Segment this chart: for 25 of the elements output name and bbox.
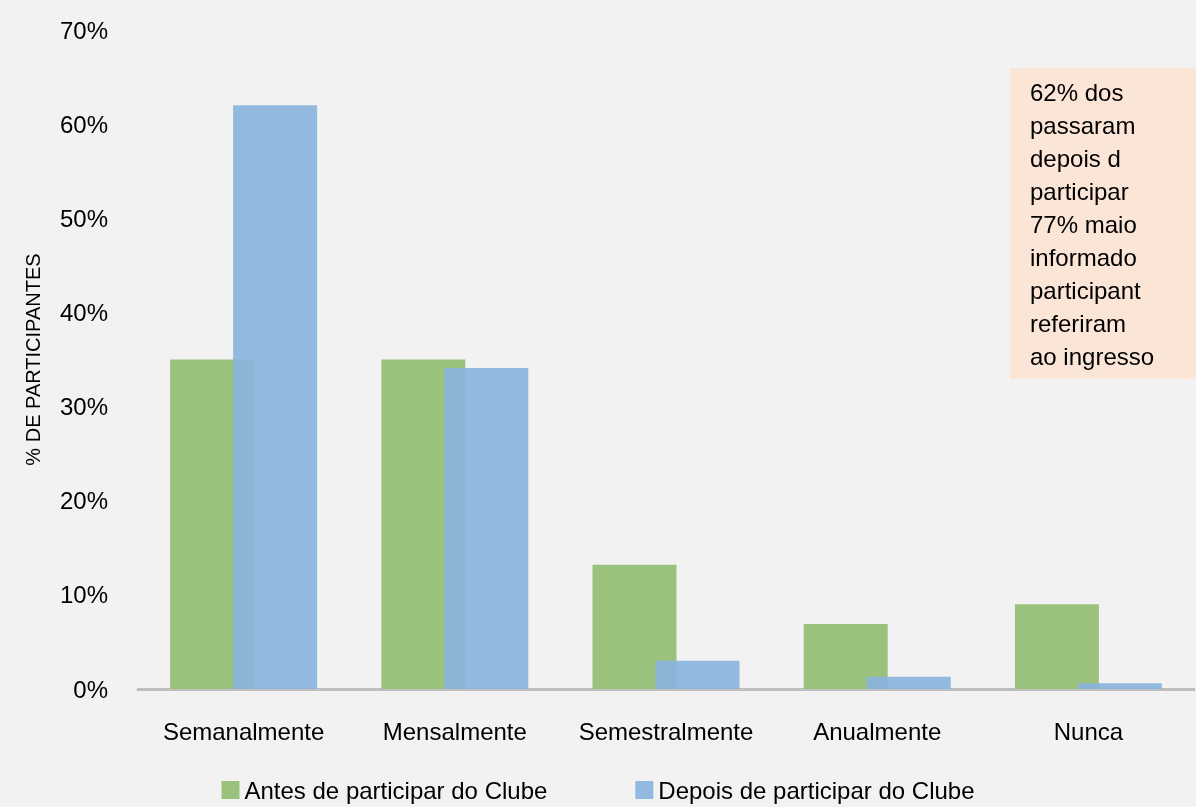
bar	[592, 564, 677, 689]
y-tick-label: 70%	[59, 16, 108, 44]
legend-label: Antes de participar do Clube	[244, 776, 548, 804]
x-tick-label: Semanalmente	[162, 717, 325, 745]
y-tick-label: 30%	[59, 393, 108, 421]
bar	[233, 105, 318, 689]
bar	[1077, 683, 1162, 689]
bar	[1014, 604, 1099, 689]
text: 62% dos passaram depois d participar 77% maio informado participant referiram ao ingresso	[1030, 79, 1155, 370]
y-tick-label: 20%	[59, 487, 108, 515]
y-tick-label: 10%	[59, 581, 108, 609]
y-tick-label: 60%	[59, 110, 108, 138]
x-tick-label: Mensalmente	[382, 717, 527, 745]
y-tick-label: 40%	[59, 298, 108, 326]
bar	[655, 660, 740, 689]
x-tick-label: Anualmente	[813, 717, 942, 745]
y-tick-label: 50%	[59, 204, 108, 232]
x-tick-label: Semestralmente	[578, 717, 754, 745]
bar	[444, 367, 529, 689]
bar	[803, 624, 888, 689]
bar	[866, 676, 951, 689]
x-tick-label: Nunca	[1053, 717, 1124, 745]
y-tick-label: 0%	[73, 675, 108, 703]
legend-label: Depois de participar do Clube	[658, 776, 975, 804]
y-axis-title: % DE PARTICIPANTES	[22, 253, 44, 466]
